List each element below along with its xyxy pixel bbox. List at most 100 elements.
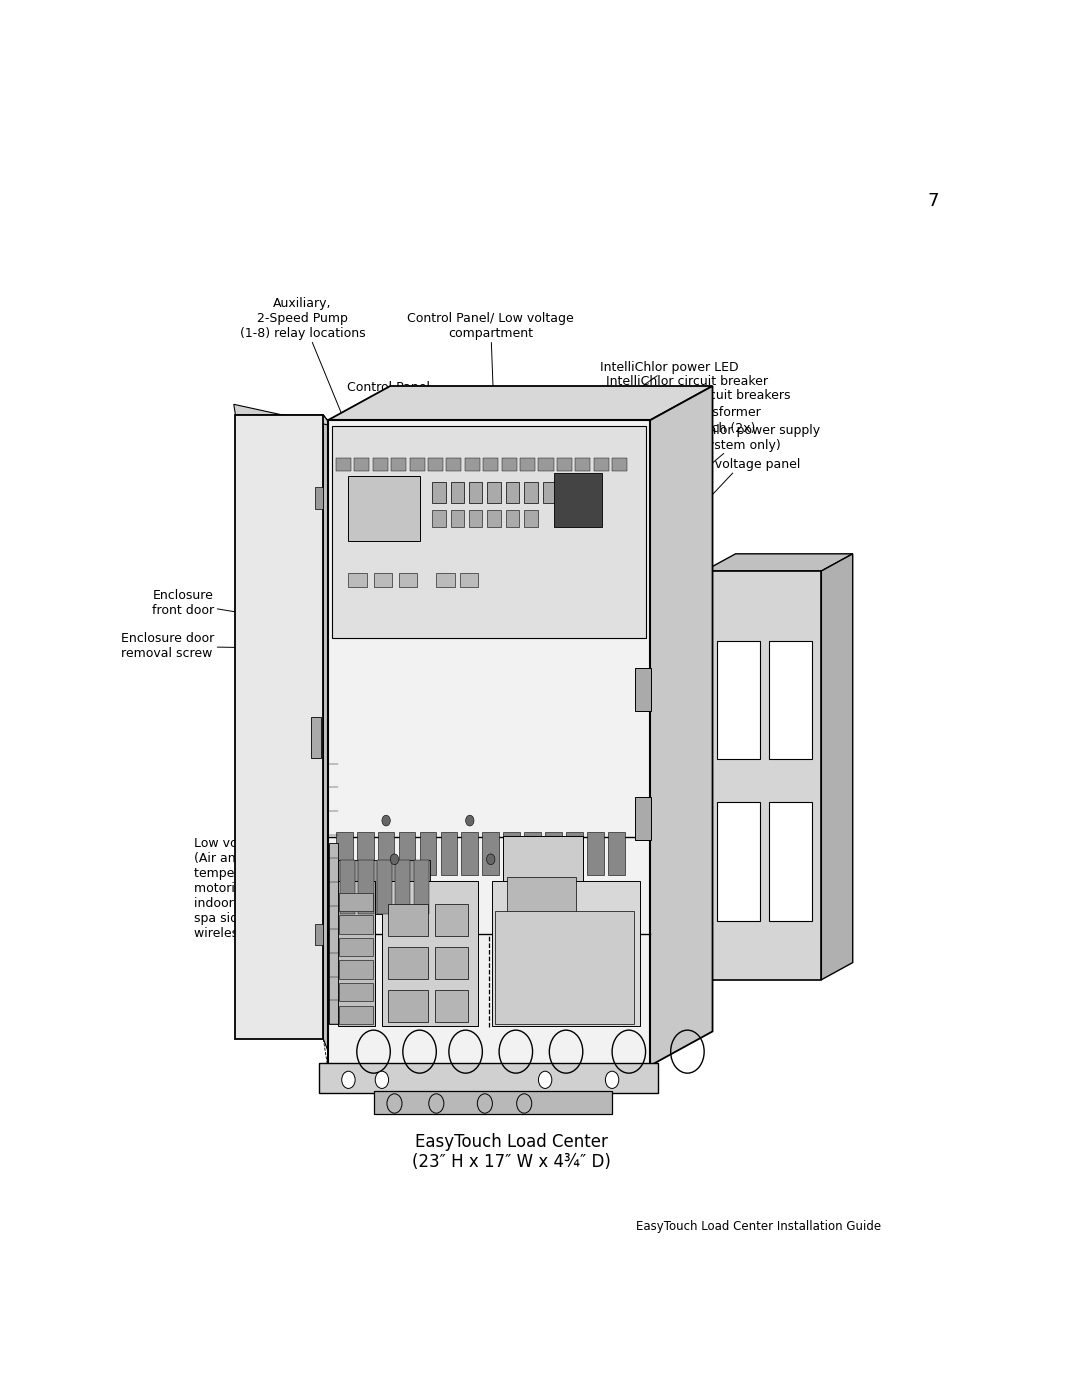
Text: EasyTouch Load Center Installation Guide: EasyTouch Load Center Installation Guide (636, 1220, 881, 1232)
Bar (487, 510, 501, 527)
Bar (491, 880, 640, 1025)
Bar (539, 458, 554, 471)
Bar (483, 458, 498, 471)
Circle shape (341, 1071, 355, 1088)
Bar (235, 415, 323, 1039)
Bar (428, 458, 443, 471)
Bar (409, 458, 424, 471)
Polygon shape (323, 415, 332, 1060)
Bar (338, 880, 375, 1025)
Bar (495, 911, 634, 1024)
Text: 7: 7 (927, 193, 939, 211)
Bar (505, 482, 519, 503)
Bar (378, 833, 394, 876)
Bar (320, 1063, 658, 1092)
Bar (554, 474, 602, 527)
Text: High voltage panel: High voltage panel (681, 458, 800, 528)
Bar (340, 861, 355, 914)
Bar (329, 844, 338, 1024)
Circle shape (465, 816, 474, 826)
Text: System transformer: System transformer (624, 407, 760, 475)
Bar (354, 458, 369, 471)
Text: IntelliChlor cell
connection: IntelliChlor cell connection (280, 722, 373, 771)
Bar (501, 458, 516, 471)
Bar (469, 510, 483, 527)
Polygon shape (650, 386, 713, 1066)
Text: 1″, ½″ and ¾″conduit
knockouts (lower and rear)
for high voltage output: 1″, ½″ and ¾″conduit knockouts (lower an… (383, 830, 552, 1049)
Bar (521, 458, 535, 471)
Bar (450, 510, 464, 527)
Bar (356, 833, 374, 876)
Circle shape (606, 1071, 619, 1088)
Bar (503, 835, 583, 928)
Bar (339, 893, 373, 911)
Polygon shape (704, 553, 853, 571)
Text: Control Panel: Control Panel (347, 380, 430, 457)
Circle shape (539, 1071, 552, 1088)
Bar (508, 877, 576, 925)
Bar (395, 861, 410, 914)
Bar (336, 833, 352, 876)
Bar (769, 641, 812, 760)
Bar (399, 833, 416, 876)
Bar (420, 833, 436, 876)
Text: IntelliChlor power LED: IntelliChlor power LED (564, 362, 738, 440)
Bar (608, 833, 624, 876)
Bar (339, 915, 373, 933)
Text: 1″ conduit
knockout (lower)
for high voltage
input: 1″ conduit knockout (lower) for high vol… (380, 764, 485, 1032)
Bar (460, 573, 478, 587)
Bar (524, 833, 541, 876)
Text: Low voltage circuit breakers: Low voltage circuit breakers (596, 390, 791, 462)
Bar (505, 510, 519, 527)
Bar (315, 923, 323, 946)
Bar (373, 458, 388, 471)
Text: Control Panel/ Low voltage
compartment: Control Panel/ Low voltage compartment (407, 312, 575, 434)
Bar (561, 482, 575, 503)
Circle shape (382, 816, 390, 826)
Bar (461, 833, 478, 876)
Bar (349, 476, 420, 541)
Bar (436, 573, 455, 587)
Bar (588, 833, 604, 876)
Bar (382, 880, 478, 1025)
Bar (391, 458, 406, 471)
Text: IntelliChlor power supply
(SCG system only): IntelliChlor power supply (SCG system on… (660, 423, 820, 509)
Bar (542, 482, 556, 503)
Bar (635, 796, 651, 840)
Text: GFCI  knockout
(approved
rainproof cover
required): GFCI knockout (approved rainproof cover … (673, 763, 783, 868)
Text: (23″ H x 17″ W x 4¾″ D): (23″ H x 17″ W x 4¾″ D) (413, 1153, 611, 1171)
Bar (339, 983, 373, 1002)
Bar (374, 573, 392, 587)
Text: Circuit breaker
base 125 AMP
(Sub-panel): Circuit breaker base 125 AMP (Sub-panel) (534, 692, 625, 837)
Bar (432, 510, 446, 527)
Bar (332, 426, 646, 637)
Polygon shape (233, 404, 332, 426)
Circle shape (390, 854, 399, 865)
Text: Auxiliary,
2-Speed Pump
(1-8) relay locations: Auxiliary, 2-Speed Pump (1-8) relay loca… (240, 296, 365, 434)
Text: Low voltage raceway
(Air and water
temperature sensors,
motorized valves,
indoor: Low voltage raceway (Air and water tempe… (193, 799, 329, 940)
Bar (545, 833, 562, 876)
Text: IntelliChlor circuit breaker: IntelliChlor circuit breaker (579, 376, 768, 451)
Text: Spring latch (2x): Spring latch (2x) (643, 422, 756, 490)
Bar (339, 1006, 373, 1024)
Polygon shape (822, 553, 853, 979)
Bar (339, 937, 373, 956)
Bar (441, 833, 457, 876)
Bar (374, 1091, 612, 1115)
Text: Ground
bonding lug: Ground bonding lug (553, 764, 627, 1013)
Bar (469, 482, 483, 503)
Bar (338, 861, 430, 914)
Text: EasyTouch Load Center: EasyTouch Load Center (415, 1133, 608, 1151)
Bar (446, 458, 461, 471)
Text: Enclosure
front door: Enclosure front door (152, 590, 279, 619)
Polygon shape (327, 386, 713, 420)
Bar (576, 458, 591, 471)
Bar (450, 482, 464, 503)
Bar (483, 833, 499, 876)
Bar (414, 861, 429, 914)
Bar (717, 641, 760, 760)
Bar (717, 802, 760, 921)
Bar (315, 488, 323, 509)
Bar (612, 458, 627, 471)
Bar (464, 458, 480, 471)
